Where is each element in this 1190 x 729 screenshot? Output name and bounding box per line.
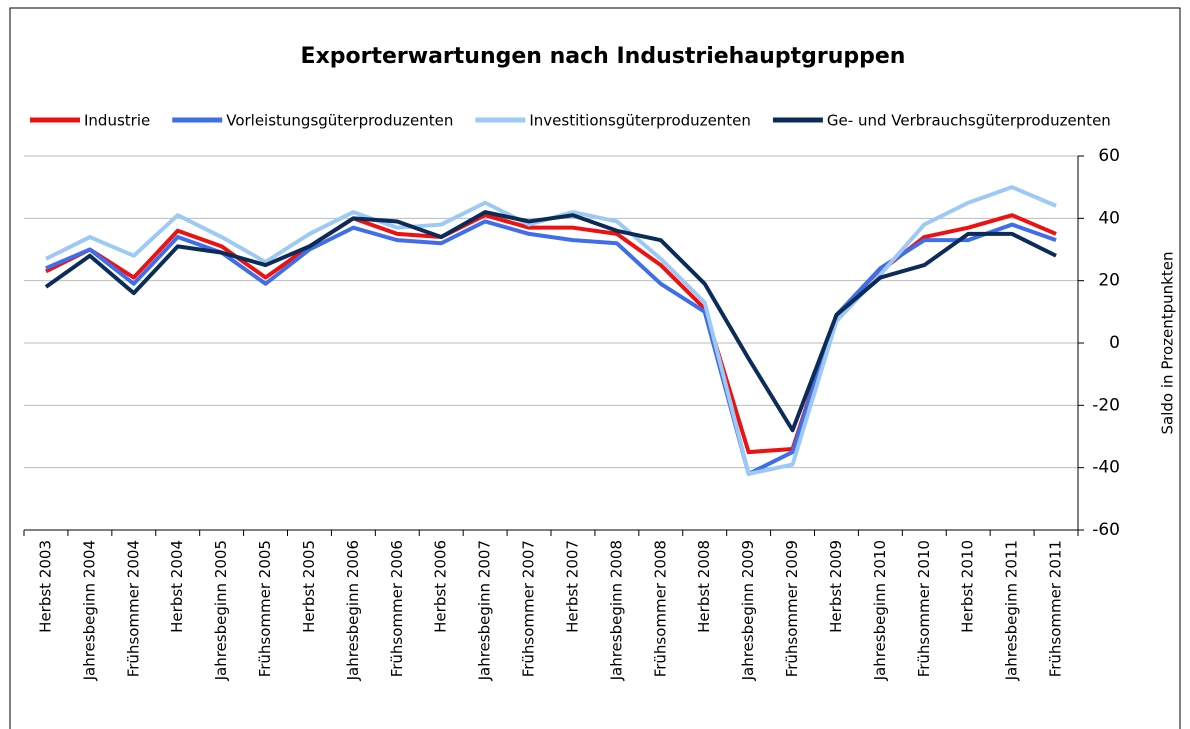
x-tick-label: Frühsommer 2006 [388,540,406,677]
x-tick-label: Frühsommer 2009 [783,540,801,677]
series-line [44,210,1057,433]
y-axis-label: Saldo in Prozentpunkten [1159,252,1177,435]
x-tick-label: Jahresbeginn 2008 [607,540,625,681]
x-tick-label: Frühsommer 2005 [256,540,274,677]
chart-title: Exporterwartungen nach Industriehauptgru… [301,44,906,69]
x-tick-label: Herbst 2005 [300,540,318,633]
series-line [45,219,1057,476]
series-line [45,185,1057,476]
x-tick-label: Frühsommer 2004 [124,540,142,677]
y-tick-label: 60 [1098,146,1120,166]
x-tick-label: Herbst 2010 [959,540,977,633]
frame [9,7,1181,729]
y-tick-label: -20 [1092,395,1120,415]
x-tick-label: Jahresbeginn 2006 [344,540,362,681]
legend-label: Investitionsgüterproduzenten [529,112,751,130]
x-tick-label: Herbst 2004 [168,540,186,633]
legend-label: Industrie [84,112,150,130]
x-tick-label: Frühsommer 2010 [915,540,933,677]
x-tick-label: Jahresbeginn 2004 [80,540,98,681]
x-tick-label: Jahresbeginn 2007 [476,540,494,681]
y-tick-label: -60 [1092,520,1120,540]
x-tick-label: Jahresbeginn 2009 [739,540,757,681]
y-tick-label: 0 [1109,333,1120,353]
x-tick-label: Frühsommer 2008 [651,540,669,677]
x-tick-label: Herbst 2006 [432,540,450,633]
x-tick-label: Jahresbeginn 2011 [1003,540,1021,681]
x-tick-label: Jahresbeginn 2010 [871,540,889,681]
x-tick-label: Herbst 2007 [563,540,581,633]
legend-label: Vorleistungsgüterproduzenten [226,112,453,130]
x-tick-label: Herbst 2003 [36,540,54,633]
y-tick-label: -40 [1092,458,1120,478]
x-tick-label: Herbst 2009 [827,540,845,633]
x-tick-label: Herbst 2008 [695,540,713,633]
x-tick-label: Jahresbeginn 2005 [212,540,230,681]
x-tick-label: Frühsommer 2011 [1047,540,1065,677]
y-tick-label: 20 [1098,271,1120,291]
legend-label: Ge- und Verbrauchsgüterproduzenten [827,112,1111,130]
x-tick-label: Frühsommer 2007 [520,540,538,677]
y-tick-label: 40 [1098,208,1120,228]
